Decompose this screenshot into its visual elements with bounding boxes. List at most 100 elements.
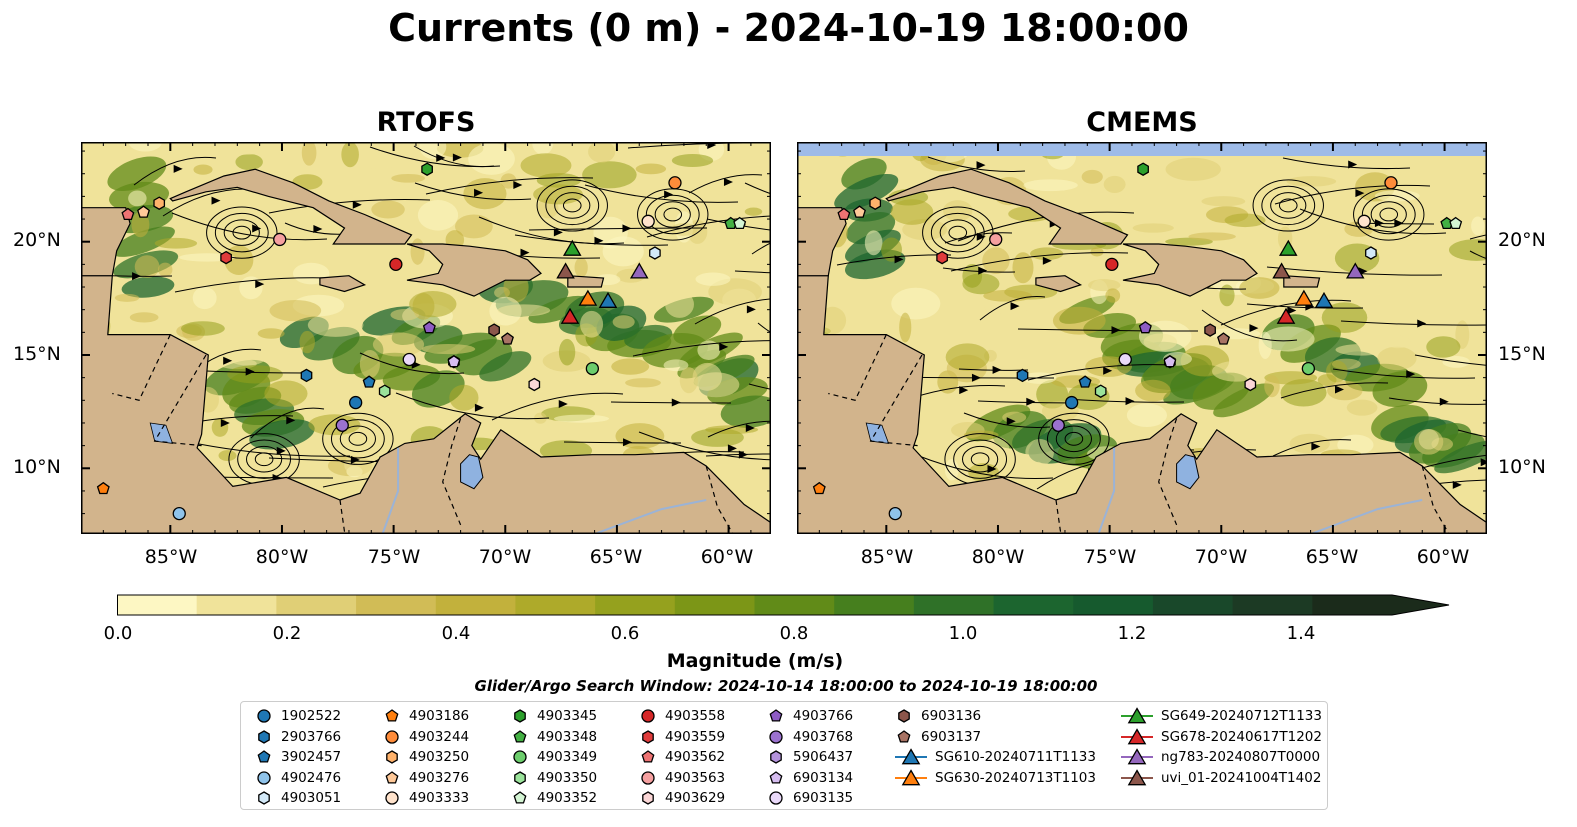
obs-marker-4903558: [389, 257, 403, 272]
rtofs-map: [81, 142, 771, 534]
lon-label-85w-cmems: 85°W: [860, 546, 914, 568]
colorbar-tick: 1.0: [948, 623, 978, 644]
legend-item: SG610-20240711T1133: [895, 747, 1096, 767]
legend-label: 6903134: [793, 769, 854, 786]
obs-marker-SG678-20240617T1202: [560, 307, 580, 324]
colorbar-tick: 0.6: [610, 623, 640, 644]
legend-label: 4903558: [665, 708, 726, 724]
obs-marker-4903352: [1449, 216, 1463, 230]
obs-marker-4903350: [378, 384, 391, 398]
obs-marker-SG649-20240712T1133: [562, 239, 582, 256]
legend-item: 1902522: [255, 706, 341, 726]
lon-label-65w-cmems: 65°W: [1305, 546, 1359, 568]
pentagon-marker-icon: [385, 770, 399, 784]
colorbar-label: Magnitude (m/s): [666, 650, 844, 672]
lon-label-75w-cmems: 75°W: [1083, 546, 1137, 568]
legend-item: 4903768: [767, 727, 853, 747]
legend-label: 4903051: [281, 790, 342, 806]
pentagon-marker-icon: [513, 791, 527, 804]
search-window-text: Glider/Argo Search Window: 2024-10-14 18…: [474, 677, 1098, 695]
circle-marker-icon: [769, 791, 783, 805]
colorbar-segment: [1232, 595, 1313, 615]
obs-marker-6903135: [1118, 352, 1132, 367]
lon-label-60w-cmems: 60°W: [1416, 546, 1470, 568]
circle-marker-icon: [385, 729, 399, 744]
obs-marker-ng783-20240807T0000: [629, 262, 649, 279]
cmems-map-canvas: [797, 142, 1487, 534]
colorbar-segment: [595, 595, 676, 615]
obs-marker-SG630-20240713T1103: [1294, 289, 1314, 306]
obs-marker-6903136: [1204, 323, 1216, 337]
legend-item: SG678-20240617T1202: [1121, 727, 1322, 747]
legend-label: 2903766: [281, 728, 342, 745]
circle-marker-icon: [641, 709, 655, 723]
obs-marker-4903345: [1137, 162, 1149, 176]
legend-item: 4903186: [383, 706, 469, 726]
legend-item: SG630-20240713T1103: [895, 768, 1096, 788]
hexagon-marker-icon: [386, 750, 398, 764]
circle-marker-icon: [257, 770, 271, 785]
colorbar-tick: 0.8: [779, 623, 809, 644]
obs-marker-6903134: [447, 354, 461, 368]
legend-item: uvi_01-20241004T1402: [1121, 768, 1321, 788]
obs-marker-SG610-20240711T1133: [1314, 291, 1334, 308]
colorbar-segment: [435, 595, 516, 615]
legend-label: 1902522: [281, 708, 342, 724]
obs-marker-uvi_01-20241004T1402: [556, 262, 575, 279]
legend-item: 4903349: [511, 747, 597, 767]
lat-label-15n-right: 15°N: [1498, 343, 1546, 365]
legend-label: 4903250: [409, 749, 470, 765]
obs-marker-4903244: [1384, 176, 1398, 190]
legend-label: 4903766: [793, 708, 854, 724]
obs-marker-4903768: [335, 418, 349, 432]
obs-marker-4903562: [121, 207, 135, 221]
obs-marker-3902457: [362, 375, 376, 388]
legend-item: 6903135: [767, 788, 853, 808]
triangle-marker-icon: [1121, 768, 1153, 785]
lat-label-10n: 10°N: [13, 456, 61, 478]
obs-marker-1902522: [349, 395, 363, 410]
pentagon-marker-icon: [385, 709, 399, 722]
legend-label: 4903348: [537, 728, 598, 745]
figure-title: Currents (0 m) - 2024-10-19 18:00:00: [388, 6, 1189, 50]
colorbar-segment: [117, 595, 198, 615]
legend-item: 4903276: [383, 768, 469, 788]
colorbar-segment: [1152, 595, 1234, 615]
circle-marker-icon: [513, 750, 527, 764]
obs-marker-1902522: [1065, 395, 1079, 410]
rtofs-map-canvas: [81, 142, 771, 534]
legend-item: 3902457: [255, 747, 341, 767]
legend-label: 4903768: [793, 728, 854, 745]
obs-marker-6903137: [1217, 332, 1230, 345]
colorbar-segment: [913, 595, 995, 615]
obs-marker-4903629: [1244, 377, 1257, 392]
colorbar-tick: 1.2: [1117, 623, 1147, 644]
legend-label: 5906437: [793, 749, 854, 765]
pentagon-marker-icon: [641, 750, 655, 763]
colorbar-segment: [356, 595, 437, 615]
legend-item: 4903333: [383, 788, 469, 808]
legend-item: 4903244: [383, 727, 469, 747]
obs-marker-6903135: [402, 352, 416, 367]
legend-item: 4903562: [639, 747, 725, 767]
obs-marker-SG649-20240712T1133: [1278, 239, 1298, 256]
hexagon-marker-icon: [258, 729, 270, 744]
obs-marker-uvi_01-20241004T1402: [1272, 262, 1291, 279]
hexagon-marker-icon: [642, 729, 654, 744]
lon-label-85w: 85°W: [144, 546, 198, 568]
panel-title-cmems: CMEMS: [1086, 107, 1198, 138]
obs-marker-SG610-20240711T1133: [598, 291, 618, 308]
colorbar-segment: [1312, 595, 1393, 615]
circle-marker-icon: [769, 729, 783, 744]
lon-label-70w-cmems: 70°W: [1194, 546, 1248, 568]
obs-marker-4903250: [153, 196, 166, 210]
obs-marker-4903276: [137, 205, 150, 218]
obs-marker-4903276: [853, 205, 866, 218]
obs-marker-4903244: [668, 176, 682, 190]
lat-label-15n: 15°N: [13, 343, 61, 365]
colorbar-tick: 0.4: [441, 623, 471, 644]
obs-marker-4903186: [96, 481, 110, 495]
colorbar-segment: [515, 595, 596, 615]
obs-marker-4903559: [936, 250, 948, 265]
hexagon-marker-icon: [642, 791, 654, 805]
